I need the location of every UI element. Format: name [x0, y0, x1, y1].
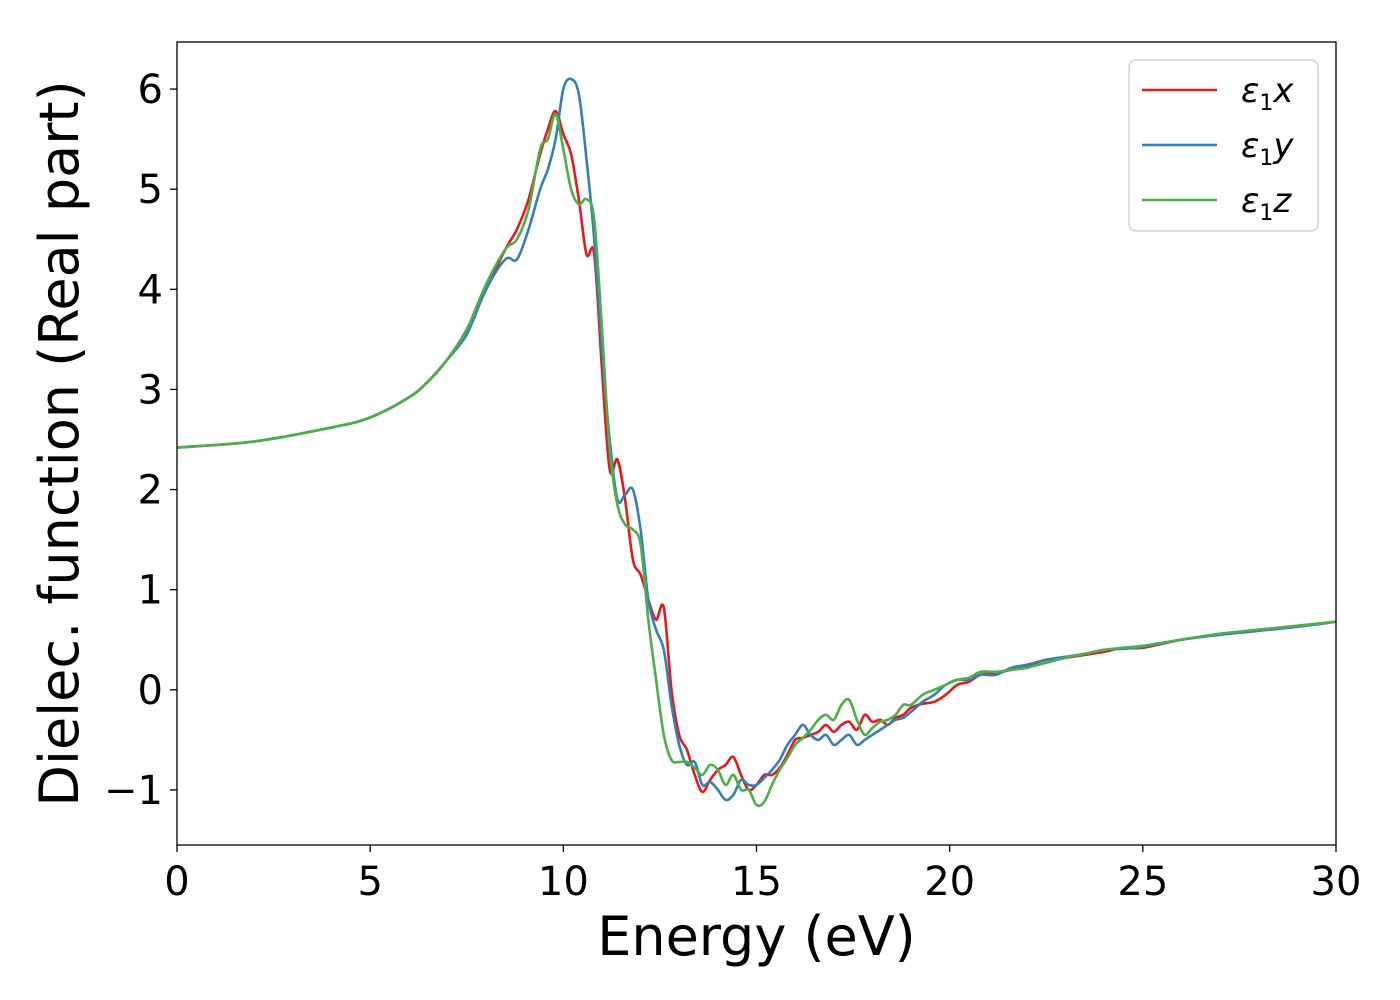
x-tick-label: 15 [731, 859, 782, 905]
y-axis-ticks: −1 0 1 2 3 4 5 6 [104, 67, 177, 814]
y-tick-label: 4 [138, 267, 163, 313]
x-tick-label: 25 [1117, 859, 1168, 905]
x-tick-label: 10 [538, 859, 589, 905]
x-tick-label: 0 [164, 859, 189, 905]
plot-lines [176, 77, 1337, 808]
x-tick-label: 30 [1311, 859, 1362, 905]
y-tick-label: 2 [138, 468, 163, 514]
y-tick-label: 6 [138, 67, 163, 113]
legend-label-z: ε1z [1241, 181, 1292, 226]
y-tick-label: 0 [138, 668, 163, 714]
series-line-x [176, 109, 1337, 794]
y-tick-label: 3 [138, 367, 163, 413]
series-line-z [176, 112, 1337, 808]
x-tick-label: 20 [924, 859, 975, 905]
legend-box [1128, 59, 1319, 232]
y-axis-title: Dielec. function (Real part) [28, 80, 91, 806]
y-tick-label: 1 [138, 568, 163, 614]
legend: ε1x ε1y ε1z [1128, 59, 1319, 232]
y-tick-label: 5 [138, 167, 163, 213]
legend-label-y: ε1y [1241, 126, 1294, 171]
series-line-y [176, 77, 1337, 802]
legend-label-x: ε1x [1241, 71, 1294, 116]
x-axis-title: Energy (eV) [597, 905, 916, 968]
x-tick-label: 5 [357, 859, 382, 905]
y-tick-label: −1 [104, 768, 163, 814]
x-axis-ticks: 0 5 10 15 20 25 30 [164, 845, 1361, 905]
